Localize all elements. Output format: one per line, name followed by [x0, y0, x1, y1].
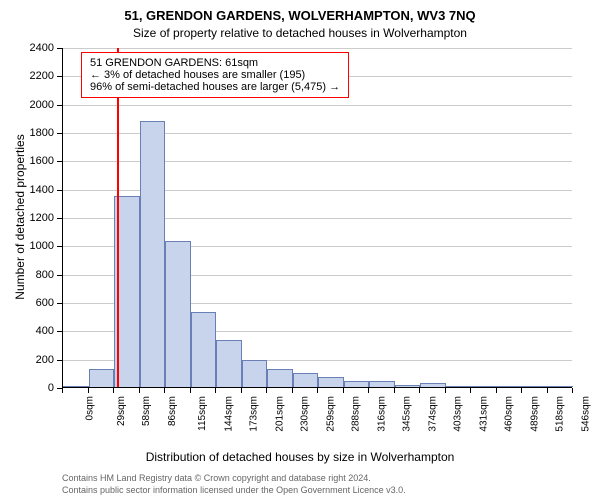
x-tick-label: 403sqm	[453, 396, 464, 432]
histogram-bar	[63, 386, 89, 387]
histogram-bar	[471, 386, 497, 387]
y-tick-label: 1600	[0, 155, 54, 167]
x-tick-mark	[164, 388, 165, 393]
footer-line-2: Contains public sector information licen…	[62, 485, 406, 495]
y-tick-label: 2400	[0, 42, 54, 54]
property-marker-line	[117, 48, 119, 387]
x-tick-mark	[190, 388, 191, 393]
info-line-1: 51 GRENDON GARDENS: 61sqm	[90, 57, 340, 69]
x-tick-label: 201sqm	[274, 396, 285, 432]
x-tick-mark	[496, 388, 497, 393]
histogram-bar	[267, 369, 293, 387]
y-tick-label: 1800	[0, 127, 54, 139]
info-box: 51 GRENDON GARDENS: 61sqm ← 3% of detach…	[81, 52, 349, 98]
x-tick-mark	[521, 388, 522, 393]
x-tick-label: 58sqm	[141, 396, 152, 426]
x-tick-mark	[139, 388, 140, 393]
y-tick-mark	[57, 76, 62, 77]
x-tick-mark	[394, 388, 395, 393]
histogram-bar	[344, 381, 370, 387]
x-tick-mark	[113, 388, 114, 393]
x-tick-mark	[62, 388, 63, 393]
histogram-bar	[293, 373, 319, 387]
y-tick-mark	[57, 275, 62, 276]
x-tick-label: 489sqm	[529, 396, 540, 432]
y-tick-label: 600	[0, 297, 54, 309]
x-tick-mark	[292, 388, 293, 393]
x-tick-label: 546sqm	[580, 396, 591, 432]
y-tick-mark	[57, 246, 62, 247]
x-tick-label: 230sqm	[300, 396, 311, 432]
x-tick-label: 115sqm	[197, 396, 208, 431]
x-tick-mark	[215, 388, 216, 393]
y-tick-label: 1000	[0, 240, 54, 252]
y-tick-mark	[57, 105, 62, 106]
histogram-bar	[369, 381, 395, 387]
y-tick-label: 0	[0, 382, 54, 394]
y-tick-label: 400	[0, 325, 54, 337]
y-tick-label: 200	[0, 354, 54, 366]
y-tick-label: 2000	[0, 99, 54, 111]
histogram-bar	[318, 377, 344, 387]
x-tick-mark	[266, 388, 267, 393]
x-tick-label: 0sqm	[84, 396, 95, 420]
x-tick-label: 86sqm	[167, 396, 178, 426]
x-tick-label: 518sqm	[555, 396, 566, 432]
chart-subtitle: Size of property relative to detached ho…	[0, 26, 600, 40]
histogram-bar	[89, 369, 115, 387]
histogram-bar	[216, 340, 242, 387]
x-tick-mark	[368, 388, 369, 393]
histogram-bar	[165, 241, 191, 387]
x-tick-label: 345sqm	[402, 396, 413, 432]
histogram-bar	[242, 360, 268, 387]
histogram-bar	[446, 386, 472, 387]
y-tick-mark	[57, 190, 62, 191]
x-tick-mark	[241, 388, 242, 393]
y-tick-mark	[57, 161, 62, 162]
x-tick-label: 259sqm	[325, 396, 336, 432]
info-line-2: ← 3% of detached houses are smaller (195…	[90, 69, 340, 81]
y-tick-mark	[57, 331, 62, 332]
x-tick-mark	[343, 388, 344, 393]
y-tick-mark	[57, 133, 62, 134]
gridline	[63, 105, 572, 106]
x-tick-label: 173sqm	[249, 396, 260, 432]
y-tick-label: 1400	[0, 184, 54, 196]
chart-title: 51, GRENDON GARDENS, WOLVERHAMPTON, WV3 …	[0, 8, 600, 23]
y-tick-mark	[57, 303, 62, 304]
x-tick-label: 431sqm	[478, 396, 489, 432]
gridline	[63, 48, 572, 49]
histogram-bar	[395, 385, 421, 387]
y-tick-mark	[57, 218, 62, 219]
info-line-3: 96% of semi-detached houses are larger (…	[90, 81, 340, 93]
histogram-bar	[140, 121, 166, 387]
x-tick-label: 288sqm	[351, 396, 362, 432]
x-tick-label: 374sqm	[427, 396, 438, 432]
y-tick-mark	[57, 48, 62, 49]
histogram-bar	[420, 383, 446, 387]
y-tick-label: 1200	[0, 212, 54, 224]
x-tick-mark	[547, 388, 548, 393]
x-tick-label: 29sqm	[116, 396, 127, 426]
x-tick-label: 144sqm	[223, 396, 234, 432]
x-tick-mark	[419, 388, 420, 393]
footer-line-1: Contains HM Land Registry data © Crown c…	[62, 473, 371, 483]
x-tick-label: 460sqm	[504, 396, 515, 432]
x-tick-mark	[88, 388, 89, 393]
x-tick-mark	[445, 388, 446, 393]
y-tick-label: 800	[0, 269, 54, 281]
histogram-bar	[191, 312, 217, 387]
y-tick-mark	[57, 360, 62, 361]
x-tick-mark	[317, 388, 318, 393]
x-axis-label: Distribution of detached houses by size …	[0, 450, 600, 464]
histogram-bar	[548, 386, 574, 387]
plot-area: 51 GRENDON GARDENS: 61sqm ← 3% of detach…	[62, 48, 572, 388]
x-tick-mark	[572, 388, 573, 393]
histogram-bar	[497, 386, 523, 387]
y-tick-label: 2200	[0, 70, 54, 82]
x-tick-label: 316sqm	[376, 396, 387, 432]
histogram-bar	[522, 386, 548, 387]
x-tick-mark	[470, 388, 471, 393]
